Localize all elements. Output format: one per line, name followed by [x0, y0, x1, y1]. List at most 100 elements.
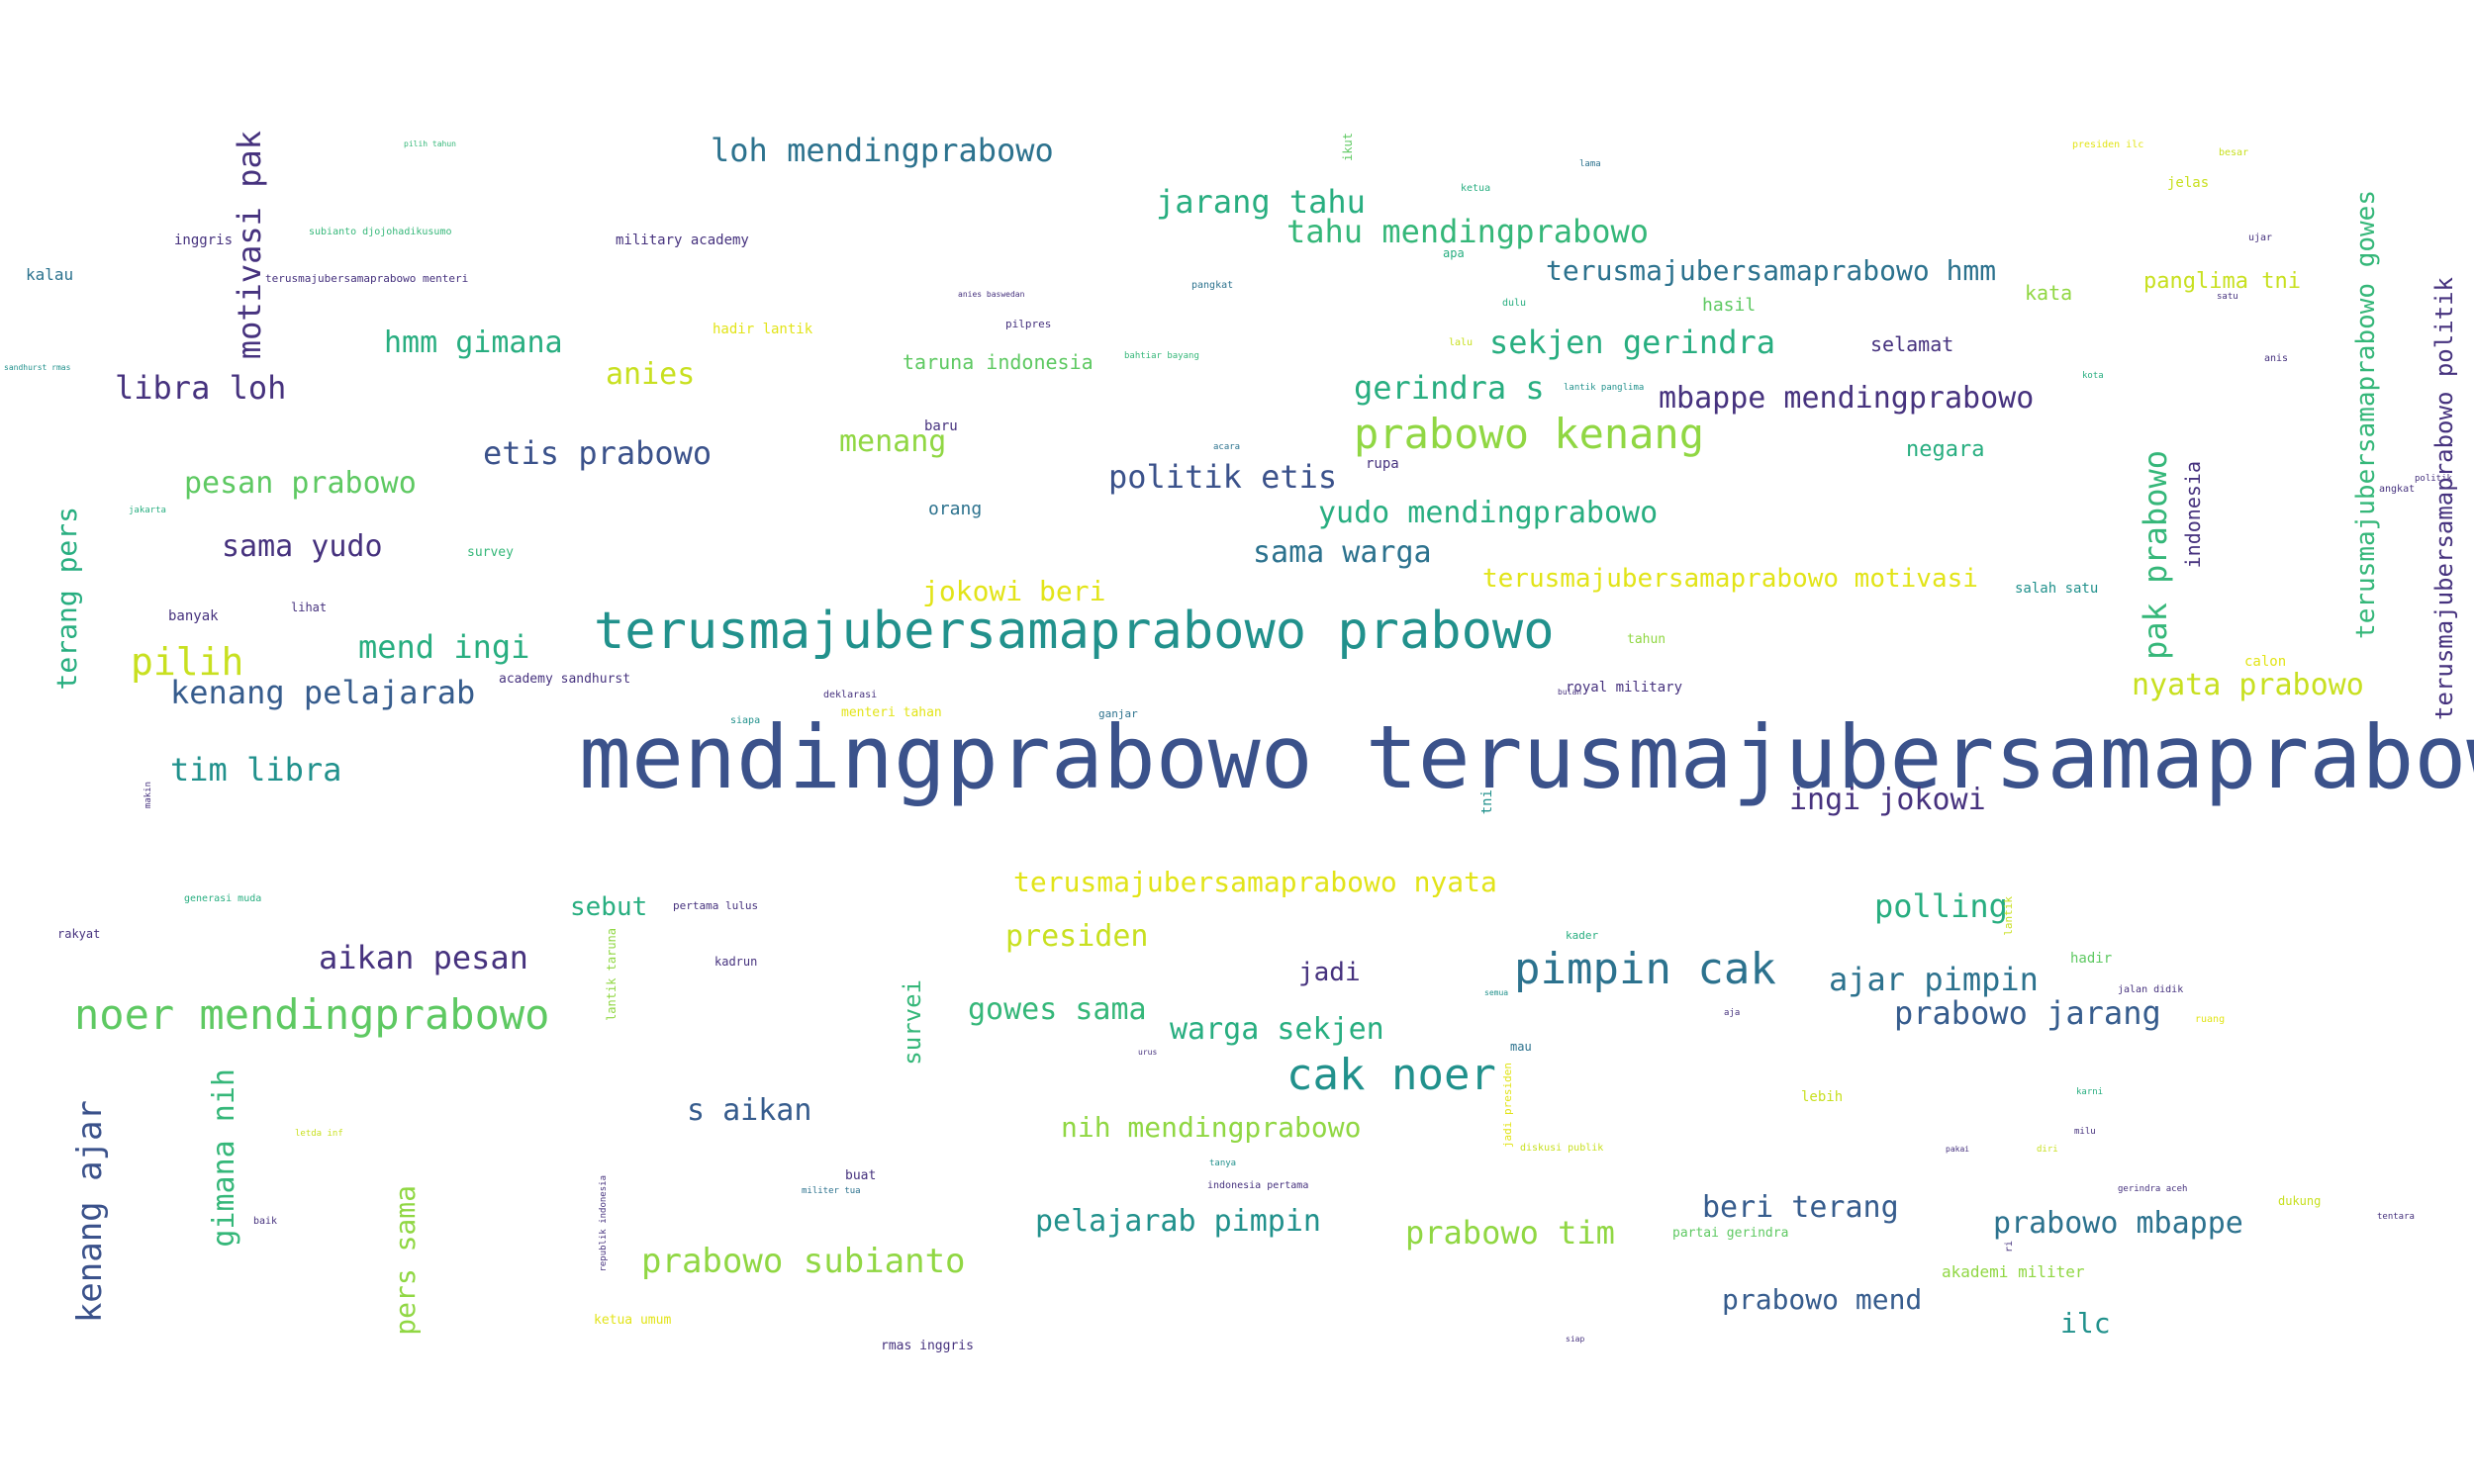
cloud-word: tahun	[1627, 632, 1666, 647]
cloud-word: militer tua	[802, 1186, 861, 1196]
cloud-word: jadi presiden	[1501, 1063, 1514, 1149]
cloud-word: lantik	[2002, 896, 2015, 936]
cloud-word: pakai	[1946, 1145, 1970, 1154]
cloud-word: mau	[1510, 1040, 1532, 1054]
cloud-word: lihat	[291, 601, 328, 614]
cloud-word: pangkat	[1191, 280, 1234, 291]
cloud-word: aikan pesan	[319, 939, 528, 976]
cloud-word: bahtiar bayang	[1124, 351, 1199, 361]
cloud-word: prabowo mend	[1722, 1283, 1923, 1316]
cloud-word: prabowo jarang	[1894, 994, 2161, 1032]
cloud-word: rmas inggris	[881, 1339, 974, 1353]
cloud-word: kalau	[26, 265, 74, 284]
cloud-word: urus	[1138, 1048, 1158, 1057]
cloud-word: besar	[2219, 147, 2249, 158]
cloud-word: rupa	[1366, 456, 1399, 472]
cloud-word: menteri tahan	[841, 705, 942, 720]
cloud-word: hadir lantik	[713, 322, 813, 337]
cloud-word: terusmajubersamaprabowo menteri	[265, 272, 469, 285]
cloud-word: pesan prabowo	[184, 466, 417, 501]
cloud-word: calon	[2244, 654, 2287, 670]
cloud-word: tni	[1479, 789, 1495, 815]
cloud-word: republik indonesia	[599, 1175, 609, 1272]
cloud-word: taruna indonesia	[903, 350, 1094, 374]
cloud-word: baru	[924, 418, 958, 434]
cloud-word: diskusi publik	[1520, 1143, 1604, 1154]
cloud-word: ganjar	[1098, 707, 1138, 720]
cloud-word: prabowo tim	[1405, 1214, 1615, 1252]
cloud-word: gerindra s	[1354, 369, 1545, 407]
cloud-word: letda inf	[295, 1129, 343, 1139]
cloud-word: jalan didik	[2118, 984, 2184, 995]
cloud-word: military academy	[616, 232, 749, 248]
cloud-word: motivasi pak	[231, 131, 268, 360]
cloud-word: terusmajubersamaprabowo gowes	[2351, 190, 2381, 639]
cloud-word: siapa	[730, 715, 761, 726]
cloud-word: survey	[467, 545, 514, 560]
cloud-word: pertama lulus	[673, 899, 759, 912]
cloud-word: survei	[899, 979, 926, 1066]
cloud-word: mendingprabowo terusmajubersamaprabowo	[579, 706, 2474, 808]
cloud-word: terusmajubersamaprabowo politik	[2430, 277, 2458, 720]
cloud-word: apa	[1443, 246, 1465, 260]
cloud-word: noer mendingprabowo	[74, 990, 550, 1039]
cloud-word: presiden	[1005, 919, 1149, 954]
cloud-word: pilpres	[1005, 318, 1052, 330]
cloud-word: karni	[2076, 1087, 2104, 1097]
cloud-word: politik	[2415, 474, 2452, 484]
cloud-word: jakarta	[129, 506, 166, 515]
cloud-word: tim libra	[170, 751, 342, 788]
cloud-word: inggris	[174, 232, 234, 248]
cloud-word: libra loh	[115, 369, 287, 407]
cloud-word: pers sama	[389, 1185, 422, 1336]
cloud-word: indonesia pertama	[1207, 1180, 1309, 1191]
cloud-word: terusmajubersamaprabowo prabowo	[594, 602, 1555, 661]
cloud-word: terusmajubersamaprabowo hmm	[1546, 254, 1997, 287]
cloud-word: pilih	[131, 640, 244, 684]
cloud-word: kadrun	[714, 955, 758, 969]
cloud-word: selamat	[1870, 332, 1954, 356]
cloud-word: ujar	[2248, 232, 2273, 243]
cloud-word: pak prabowo	[2137, 450, 2174, 660]
cloud-word: akademi militer	[1942, 1262, 2085, 1281]
cloud-word: cak noer	[1286, 1050, 1496, 1100]
cloud-word: deklarasi	[823, 690, 878, 700]
cloud-word: baik	[253, 1216, 278, 1227]
cloud-word: panglima tni	[2143, 269, 2301, 294]
cloud-word: academy sandhurst	[499, 672, 631, 687]
cloud-word: hmm gimana	[384, 325, 563, 360]
cloud-word: ingi jokowi	[1789, 783, 1986, 817]
cloud-word: nyata prabowo	[2132, 668, 2364, 702]
cloud-word: angkat	[2379, 484, 2416, 495]
cloud-word: mend ingi	[358, 628, 530, 666]
cloud-word: rakyat	[57, 927, 101, 941]
cloud-word: etis prabowo	[483, 434, 713, 472]
cloud-word: subianto djojohadikusumo	[309, 227, 452, 237]
cloud-word: yudo mendingprabowo	[1318, 496, 1659, 530]
cloud-word: semua	[1484, 988, 1509, 997]
cloud-word: buat	[845, 1168, 877, 1183]
cloud-word: tentara	[2377, 1212, 2415, 1222]
cloud-word: siap	[1566, 1335, 1585, 1344]
cloud-word: polling	[1874, 887, 2008, 925]
cloud-word: aja	[1724, 1008, 1741, 1018]
cloud-word: jadi	[1298, 958, 1361, 987]
cloud-word: prabowo subianto	[641, 1242, 966, 1281]
cloud-word: pilih tahun	[404, 139, 456, 148]
cloud-word: beri terang	[1702, 1190, 1899, 1225]
cloud-word: presiden ilc	[2072, 139, 2144, 150]
cloud-word: diri	[2037, 1145, 2058, 1155]
cloud-word: partai gerindra	[1672, 1226, 1789, 1241]
cloud-word: bulan	[1558, 688, 1582, 696]
cloud-word: hasil	[1702, 295, 1757, 316]
cloud-word: terang pers	[50, 507, 83, 691]
cloud-word: lalu	[1449, 337, 1474, 348]
cloud-word: prabowo kenang	[1354, 410, 1705, 458]
cloud-word: orang	[928, 499, 983, 519]
cloud-word: kota	[2082, 371, 2104, 381]
cloud-word: ri	[2004, 1241, 2015, 1253]
cloud-word: gowes sama	[968, 992, 1147, 1027]
cloud-word: salah satu	[2015, 581, 2099, 597]
cloud-word: milu	[2074, 1127, 2096, 1137]
